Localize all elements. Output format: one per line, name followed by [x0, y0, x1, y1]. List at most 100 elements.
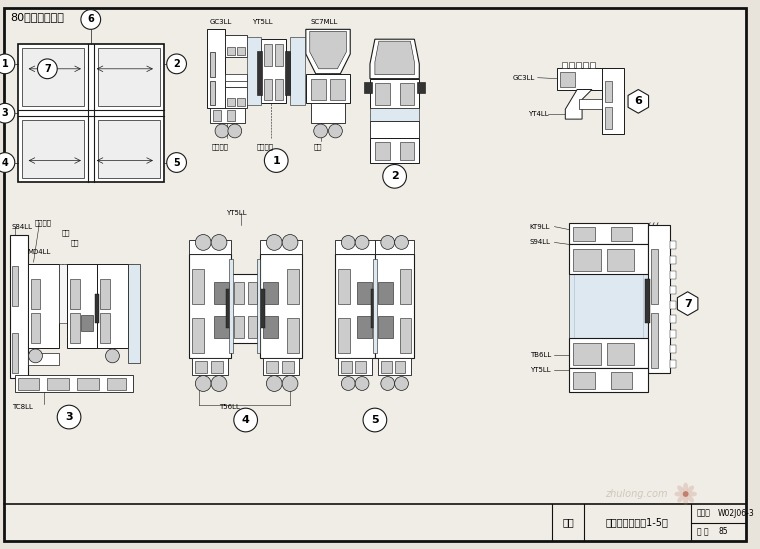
Bar [670, 360, 676, 368]
Bar [211, 361, 223, 373]
Bar [364, 82, 372, 93]
Bar [17, 44, 163, 182]
Bar [27, 264, 59, 348]
Circle shape [0, 103, 14, 123]
Bar [192, 269, 204, 304]
Circle shape [355, 236, 369, 249]
Ellipse shape [677, 485, 684, 492]
Text: 窗纱: 窗纱 [61, 229, 70, 236]
Bar [189, 240, 231, 254]
Bar [573, 227, 595, 242]
Bar [95, 294, 99, 323]
Text: 1: 1 [272, 155, 280, 166]
Bar [227, 98, 235, 107]
Circle shape [211, 234, 227, 250]
Bar [606, 249, 635, 271]
Circle shape [282, 234, 298, 250]
Circle shape [381, 236, 394, 249]
Bar [645, 279, 650, 323]
Circle shape [266, 234, 282, 250]
Circle shape [106, 349, 119, 363]
Bar [287, 269, 299, 304]
Bar [192, 358, 228, 374]
Text: SC7MLL: SC7MLL [311, 19, 338, 25]
Bar [378, 316, 393, 338]
Text: 80推拉窗（二）: 80推拉窗（二） [10, 13, 64, 23]
Bar [569, 368, 648, 393]
Bar [569, 223, 648, 244]
Bar [226, 289, 232, 328]
Bar [569, 274, 648, 338]
Bar [378, 358, 411, 374]
Bar [106, 378, 126, 390]
Bar [97, 264, 128, 348]
Bar [77, 378, 99, 390]
Circle shape [264, 149, 288, 172]
Bar [311, 79, 325, 100]
Text: 3: 3 [2, 108, 8, 118]
Text: 密封胶条: 密封胶条 [257, 143, 274, 150]
Text: 85: 85 [718, 528, 728, 536]
Bar [47, 378, 69, 390]
Bar [275, 79, 283, 100]
Circle shape [81, 9, 100, 29]
Bar [400, 269, 411, 304]
Bar [670, 242, 676, 249]
Text: MD4LL: MD4LL [27, 249, 51, 255]
Bar [378, 282, 393, 304]
Bar [258, 51, 262, 96]
Circle shape [0, 153, 14, 172]
Bar [611, 372, 632, 389]
Bar [573, 249, 601, 271]
Text: 页 次: 页 次 [696, 528, 708, 536]
Bar [261, 254, 302, 358]
Text: 2: 2 [391, 171, 398, 181]
Bar [606, 343, 635, 365]
Ellipse shape [688, 491, 697, 496]
Text: YT4LL: YT4LL [527, 111, 549, 117]
Text: 5: 5 [173, 158, 180, 167]
Bar [370, 138, 420, 163]
Text: 7: 7 [684, 299, 692, 309]
Bar [210, 52, 215, 77]
Text: 4: 4 [2, 158, 8, 167]
Bar [237, 47, 245, 55]
Bar [670, 301, 676, 309]
Bar [579, 99, 602, 109]
Polygon shape [565, 89, 592, 119]
Circle shape [166, 153, 186, 172]
Bar [338, 318, 350, 353]
Bar [214, 282, 229, 304]
Bar [261, 39, 286, 103]
Bar [189, 254, 231, 358]
Text: S84LL: S84LL [12, 223, 33, 229]
Bar [227, 110, 235, 121]
Circle shape [234, 408, 258, 432]
Polygon shape [370, 39, 420, 79]
Bar [338, 269, 350, 304]
Bar [67, 264, 97, 348]
Bar [331, 79, 345, 100]
Bar [648, 225, 670, 373]
Circle shape [211, 376, 227, 391]
Text: YT5LL: YT5LL [226, 210, 246, 216]
Bar [264, 44, 272, 66]
Bar [602, 68, 623, 134]
Bar [370, 79, 420, 108]
Bar [651, 249, 658, 304]
Circle shape [215, 124, 229, 138]
Circle shape [682, 491, 689, 497]
Bar [10, 234, 27, 378]
Bar [651, 313, 658, 368]
Text: 图集号: 图集号 [696, 509, 711, 518]
Circle shape [363, 408, 387, 432]
Circle shape [195, 376, 211, 391]
Text: S94LL: S94LL [530, 239, 551, 245]
Text: 3: 3 [65, 412, 73, 422]
Bar [98, 48, 160, 107]
Bar [375, 254, 414, 358]
Bar [341, 361, 352, 373]
Bar [287, 318, 299, 353]
Text: GC3LL: GC3LL [209, 19, 232, 25]
Bar [30, 279, 40, 309]
